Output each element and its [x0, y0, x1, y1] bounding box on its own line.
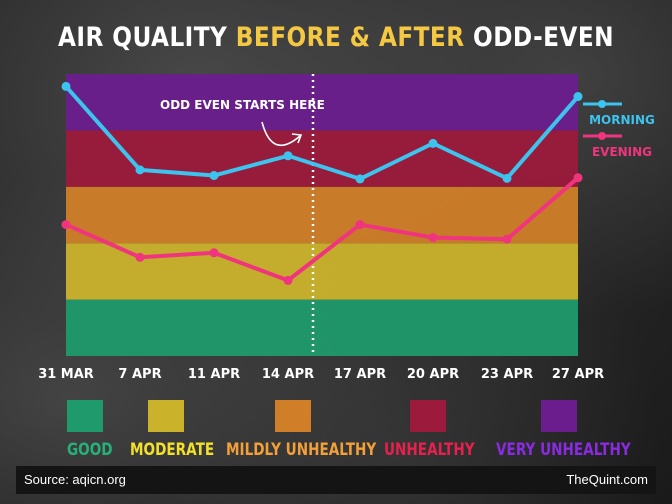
point-evening-0 — [61, 220, 71, 230]
legend-label: MILDLY UNHEALTHY — [226, 440, 377, 460]
title-part-3: ODD-EVEN — [464, 22, 614, 53]
x-tick-label: 23 APR — [481, 367, 533, 382]
point-morning-6 — [502, 173, 512, 183]
point-evening-2 — [209, 248, 219, 258]
point-evening-7 — [573, 173, 583, 183]
x-tick-label: 14 APR — [262, 367, 314, 382]
annotation-text: ODD EVEN STARTS HERE — [160, 98, 325, 112]
point-evening-6 — [502, 234, 512, 244]
chart-title: AIR QUALITY BEFORE & AFTER ODD-EVEN — [47, 22, 625, 53]
x-tick-label: 27 APR — [552, 367, 604, 382]
x-tick-label: 7 APR — [118, 367, 161, 382]
point-morning-2 — [209, 171, 219, 181]
point-evening-5 — [428, 233, 438, 243]
legend-label: VERY UNHEALTHY — [496, 440, 631, 460]
legend-label: MODERATE — [130, 440, 215, 460]
annotation-arrow — [261, 121, 301, 146]
band-unhealthy — [66, 130, 578, 187]
series-line-morning — [64, 85, 580, 181]
title-part-2: BEFORE & AFTER — [235, 22, 465, 53]
band-very-unhealthy — [66, 74, 578, 131]
point-morning-7 — [573, 92, 583, 102]
x-tick-label: 20 APR — [407, 367, 459, 382]
x-tick-label: 11 APR — [188, 367, 240, 382]
legend-swatch — [67, 400, 103, 432]
series-line-evening — [65, 176, 580, 283]
legend-dot-evening — [598, 132, 606, 140]
legend-swatch — [541, 400, 577, 432]
legend-label-evening: EVENING — [592, 145, 652, 159]
annotation-arrowhead — [291, 133, 303, 144]
point-morning-3 — [283, 151, 293, 161]
footer-bar: Source: aqicn.org TheQuint.com — [16, 466, 656, 494]
point-morning-4 — [355, 174, 365, 184]
source-text: Source: aqicn.org — [24, 472, 126, 487]
title-part-1: AIR QUALITY — [58, 22, 236, 53]
point-morning-5 — [428, 138, 438, 148]
legend-label: GOOD — [67, 440, 113, 460]
point-evening-3 — [283, 275, 293, 285]
band-mildly-unhealthy — [66, 186, 578, 244]
legend-label-morning: MORNING — [589, 113, 655, 127]
point-evening-1 — [135, 252, 145, 262]
legend-swatch — [148, 400, 184, 432]
point-evening-4 — [355, 220, 365, 230]
legend-dot-morning — [598, 100, 606, 108]
x-tick-label: 31 MAR — [38, 367, 94, 382]
legend-swatch — [410, 400, 446, 432]
point-morning-1 — [135, 165, 145, 175]
legend-swatch — [275, 400, 311, 432]
legend-label: UNHEALTHY — [384, 440, 475, 460]
point-morning-0 — [61, 81, 71, 91]
band-good — [66, 299, 578, 356]
brand-text: TheQuint.com — [566, 472, 648, 487]
x-tick-label: 17 APR — [334, 367, 386, 382]
